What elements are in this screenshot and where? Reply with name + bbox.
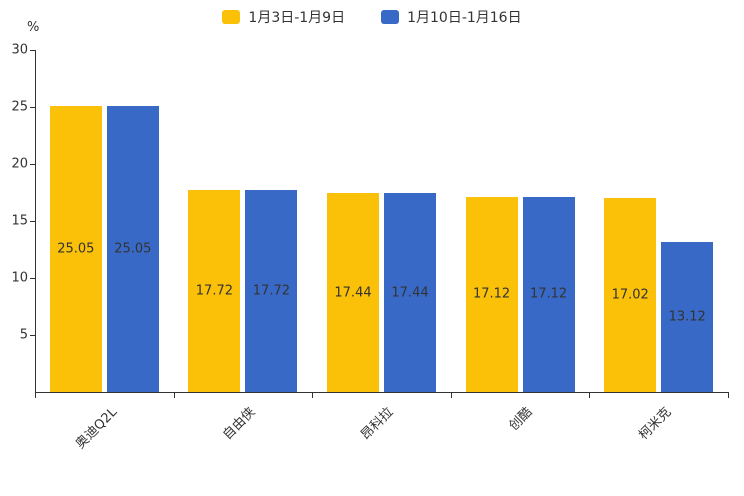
bar-value-label: 25.05: [57, 241, 95, 257]
bar: 13.12: [661, 242, 714, 392]
x-axis-category-label: 昂科拉: [358, 404, 397, 444]
y-tick-mark: [30, 278, 35, 279]
y-tick-label: 5: [19, 327, 28, 343]
legend-swatch: [381, 10, 400, 24]
x-axis-category-label: 柯米克: [635, 404, 675, 444]
legend-item[interactable]: 1月3日-1月9日: [222, 7, 345, 27]
x-tick-mark: [173, 392, 175, 398]
legend-swatch: [222, 10, 241, 24]
bar-value-label: 17.02: [611, 287, 649, 303]
bar: 17.44: [384, 193, 436, 392]
bar-value-label: 17.12: [472, 286, 511, 302]
bar: 25.05: [49, 106, 102, 392]
x-tick-mark: [35, 392, 36, 398]
y-tick-label: 15: [11, 213, 28, 229]
bar: 17.12: [522, 196, 575, 392]
x-tick-mark: [312, 392, 314, 398]
y-tick-mark: [30, 50, 35, 51]
x-axis-category-label: 创酷: [506, 404, 536, 434]
bar-value-label: 17.72: [252, 283, 290, 299]
bar: 17.02: [604, 197, 657, 392]
bar-value-label: 25.05: [114, 241, 152, 257]
y-tick-mark: [30, 164, 35, 165]
bar: 17.44: [327, 193, 379, 392]
y-axis-line: [35, 50, 36, 392]
legend-label: 1月3日-1月9日: [248, 10, 346, 26]
legend-item[interactable]: 1月10日-1月16日: [381, 7, 522, 27]
bar-value-label: 17.72: [195, 283, 233, 299]
legend-label: 1月10日-1月16日: [407, 10, 522, 26]
bar-value-label: 13.12: [668, 309, 706, 325]
chart-legend: 1月3日-1月9日 1月10日-1月16日: [0, 7, 744, 27]
x-tick-mark: [728, 392, 729, 398]
y-tick-mark: [30, 107, 35, 108]
y-tick-label: 10: [11, 270, 28, 286]
y-tick-mark: [30, 335, 35, 336]
x-tick-mark: [450, 392, 452, 398]
bar: 17.12: [465, 196, 518, 392]
x-axis-line: [35, 392, 729, 393]
y-tick-label: 25: [11, 99, 28, 115]
bar: 17.72: [245, 189, 298, 392]
y-tick-mark: [30, 221, 35, 222]
bar-value-label: 17.12: [529, 286, 568, 302]
bar-value-label: 17.44: [391, 285, 429, 301]
x-axis-category-label: 自由侠: [220, 404, 259, 444]
x-tick-mark: [589, 392, 591, 398]
y-axis-unit-label: %: [27, 20, 40, 35]
bar: 17.72: [188, 189, 241, 392]
x-axis-category-label: 奥迪Q2L: [72, 404, 120, 453]
bar: 25.05: [106, 106, 159, 392]
y-tick-label: 20: [11, 156, 28, 172]
bar-value-label: 17.44: [334, 285, 372, 301]
y-tick-label: 30: [11, 42, 28, 58]
